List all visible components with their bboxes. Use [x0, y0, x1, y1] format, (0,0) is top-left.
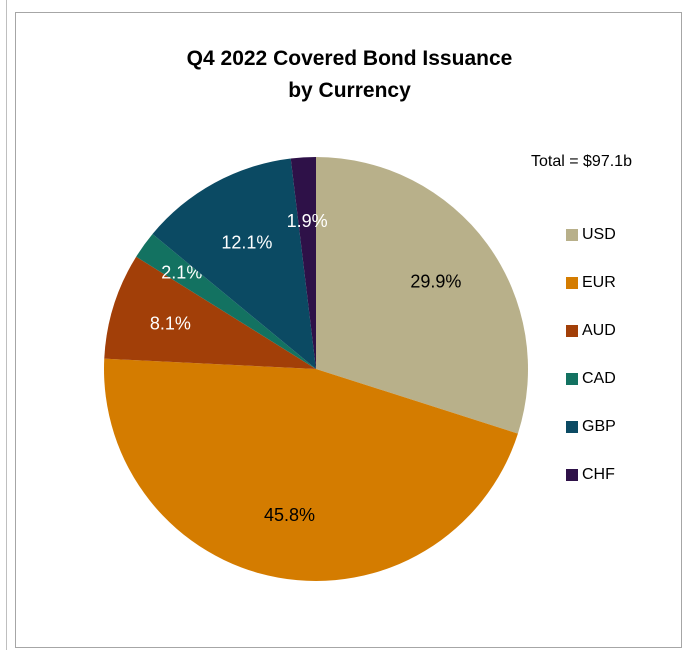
pie-slice-aud	[104, 256, 316, 369]
legend-item-chf: CHF	[566, 465, 615, 485]
data-label-eur: 45.8%	[264, 505, 315, 525]
left-divider	[6, 0, 7, 650]
pie-slice-cad	[136, 234, 316, 369]
legend-item-eur: EUR	[566, 273, 616, 293]
chart-title: Q4 2022 Covered Bond Issuance	[186, 47, 513, 70]
chart-subtitle: by Currency	[288, 79, 411, 102]
total-annotation: Total = $97.1b	[531, 153, 632, 170]
legend-swatch-usd	[566, 229, 578, 241]
legend-item-cad: CAD	[566, 369, 616, 389]
legend-label-gbp: GBP	[582, 418, 616, 435]
legend-swatch-eur	[566, 277, 578, 289]
pie-slice-chf	[290, 157, 316, 369]
legend-label-usd: USD	[582, 226, 616, 243]
pie-slice-gbp	[152, 158, 316, 369]
data-label-gbp: 12.1%	[221, 232, 272, 252]
pie-slice-usd	[316, 157, 529, 434]
legend-label-cad: CAD	[582, 370, 616, 387]
legend-item-gbp: GBP	[566, 417, 616, 437]
legend-swatch-cad	[566, 373, 578, 385]
data-label-aud: 8.1%	[150, 313, 191, 333]
legend-label-aud: AUD	[582, 322, 616, 339]
pie-chart: 29.9% 45.8% 8.1% 2.1% 12.1% 1.9%	[103, 157, 529, 582]
legend-label-eur: EUR	[582, 274, 616, 291]
legend-item-aud: AUD	[566, 321, 616, 341]
data-label-chf: 1.9%	[287, 211, 328, 231]
legend-swatch-gbp	[566, 421, 578, 433]
chart-area: Q4 2022 Covered Bond Issuance by Currenc…	[15, 12, 682, 648]
legend-swatch-aud	[566, 325, 578, 337]
legend-label-chf: CHF	[582, 466, 615, 483]
data-label-cad: 2.1%	[161, 262, 202, 282]
pie-slice-eur	[103, 358, 518, 582]
data-label-usd: 29.9%	[410, 272, 461, 292]
legend-item-usd: USD	[566, 225, 616, 245]
legend-swatch-chf	[566, 469, 578, 481]
